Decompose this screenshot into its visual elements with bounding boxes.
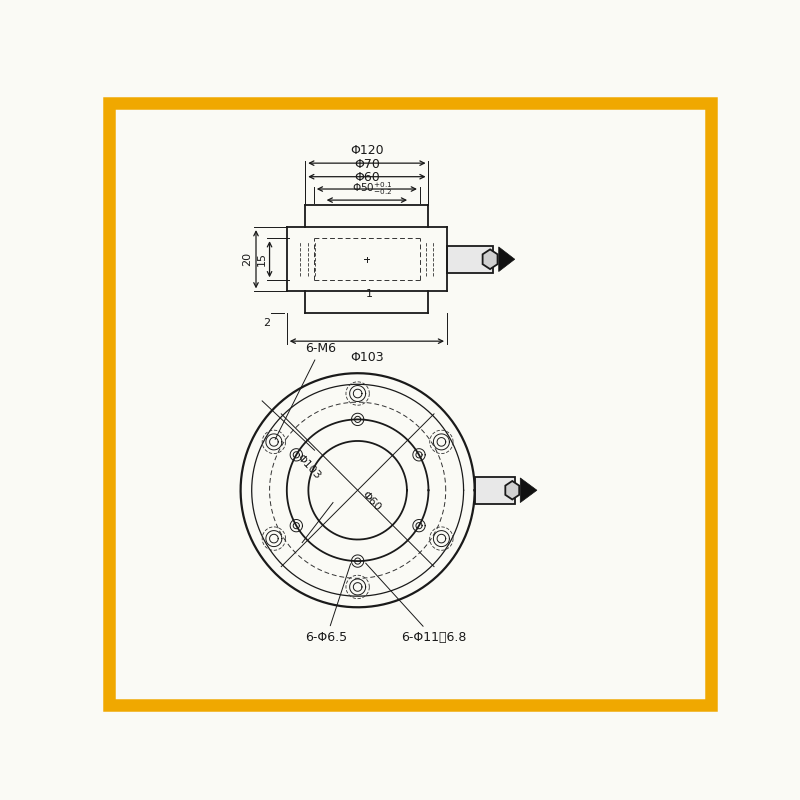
Bar [447, 246, 493, 273]
Polygon shape [498, 247, 514, 271]
Text: Φ103: Φ103 [294, 453, 322, 481]
Polygon shape [520, 478, 537, 502]
Text: $\Phi$50$^{+0.1}_{-0.2}$: $\Phi$50$^{+0.1}_{-0.2}$ [351, 180, 392, 197]
Polygon shape [482, 250, 498, 269]
Text: 15: 15 [257, 252, 267, 266]
Text: Φ103: Φ103 [350, 351, 384, 364]
Text: 2: 2 [263, 318, 270, 328]
Bar [474, 477, 514, 504]
Text: 6-Φ11深6.8: 6-Φ11深6.8 [366, 563, 466, 644]
Text: 6-M6: 6-M6 [275, 342, 336, 439]
Text: Φ70: Φ70 [354, 158, 380, 171]
Text: 1: 1 [366, 289, 373, 299]
Text: Φ60: Φ60 [354, 171, 380, 184]
Text: Φ120: Φ120 [350, 144, 384, 157]
Text: 6-Φ6.5: 6-Φ6.5 [306, 564, 350, 644]
Text: Φ60: Φ60 [360, 490, 382, 513]
Polygon shape [506, 481, 519, 499]
Text: 20: 20 [242, 252, 252, 266]
